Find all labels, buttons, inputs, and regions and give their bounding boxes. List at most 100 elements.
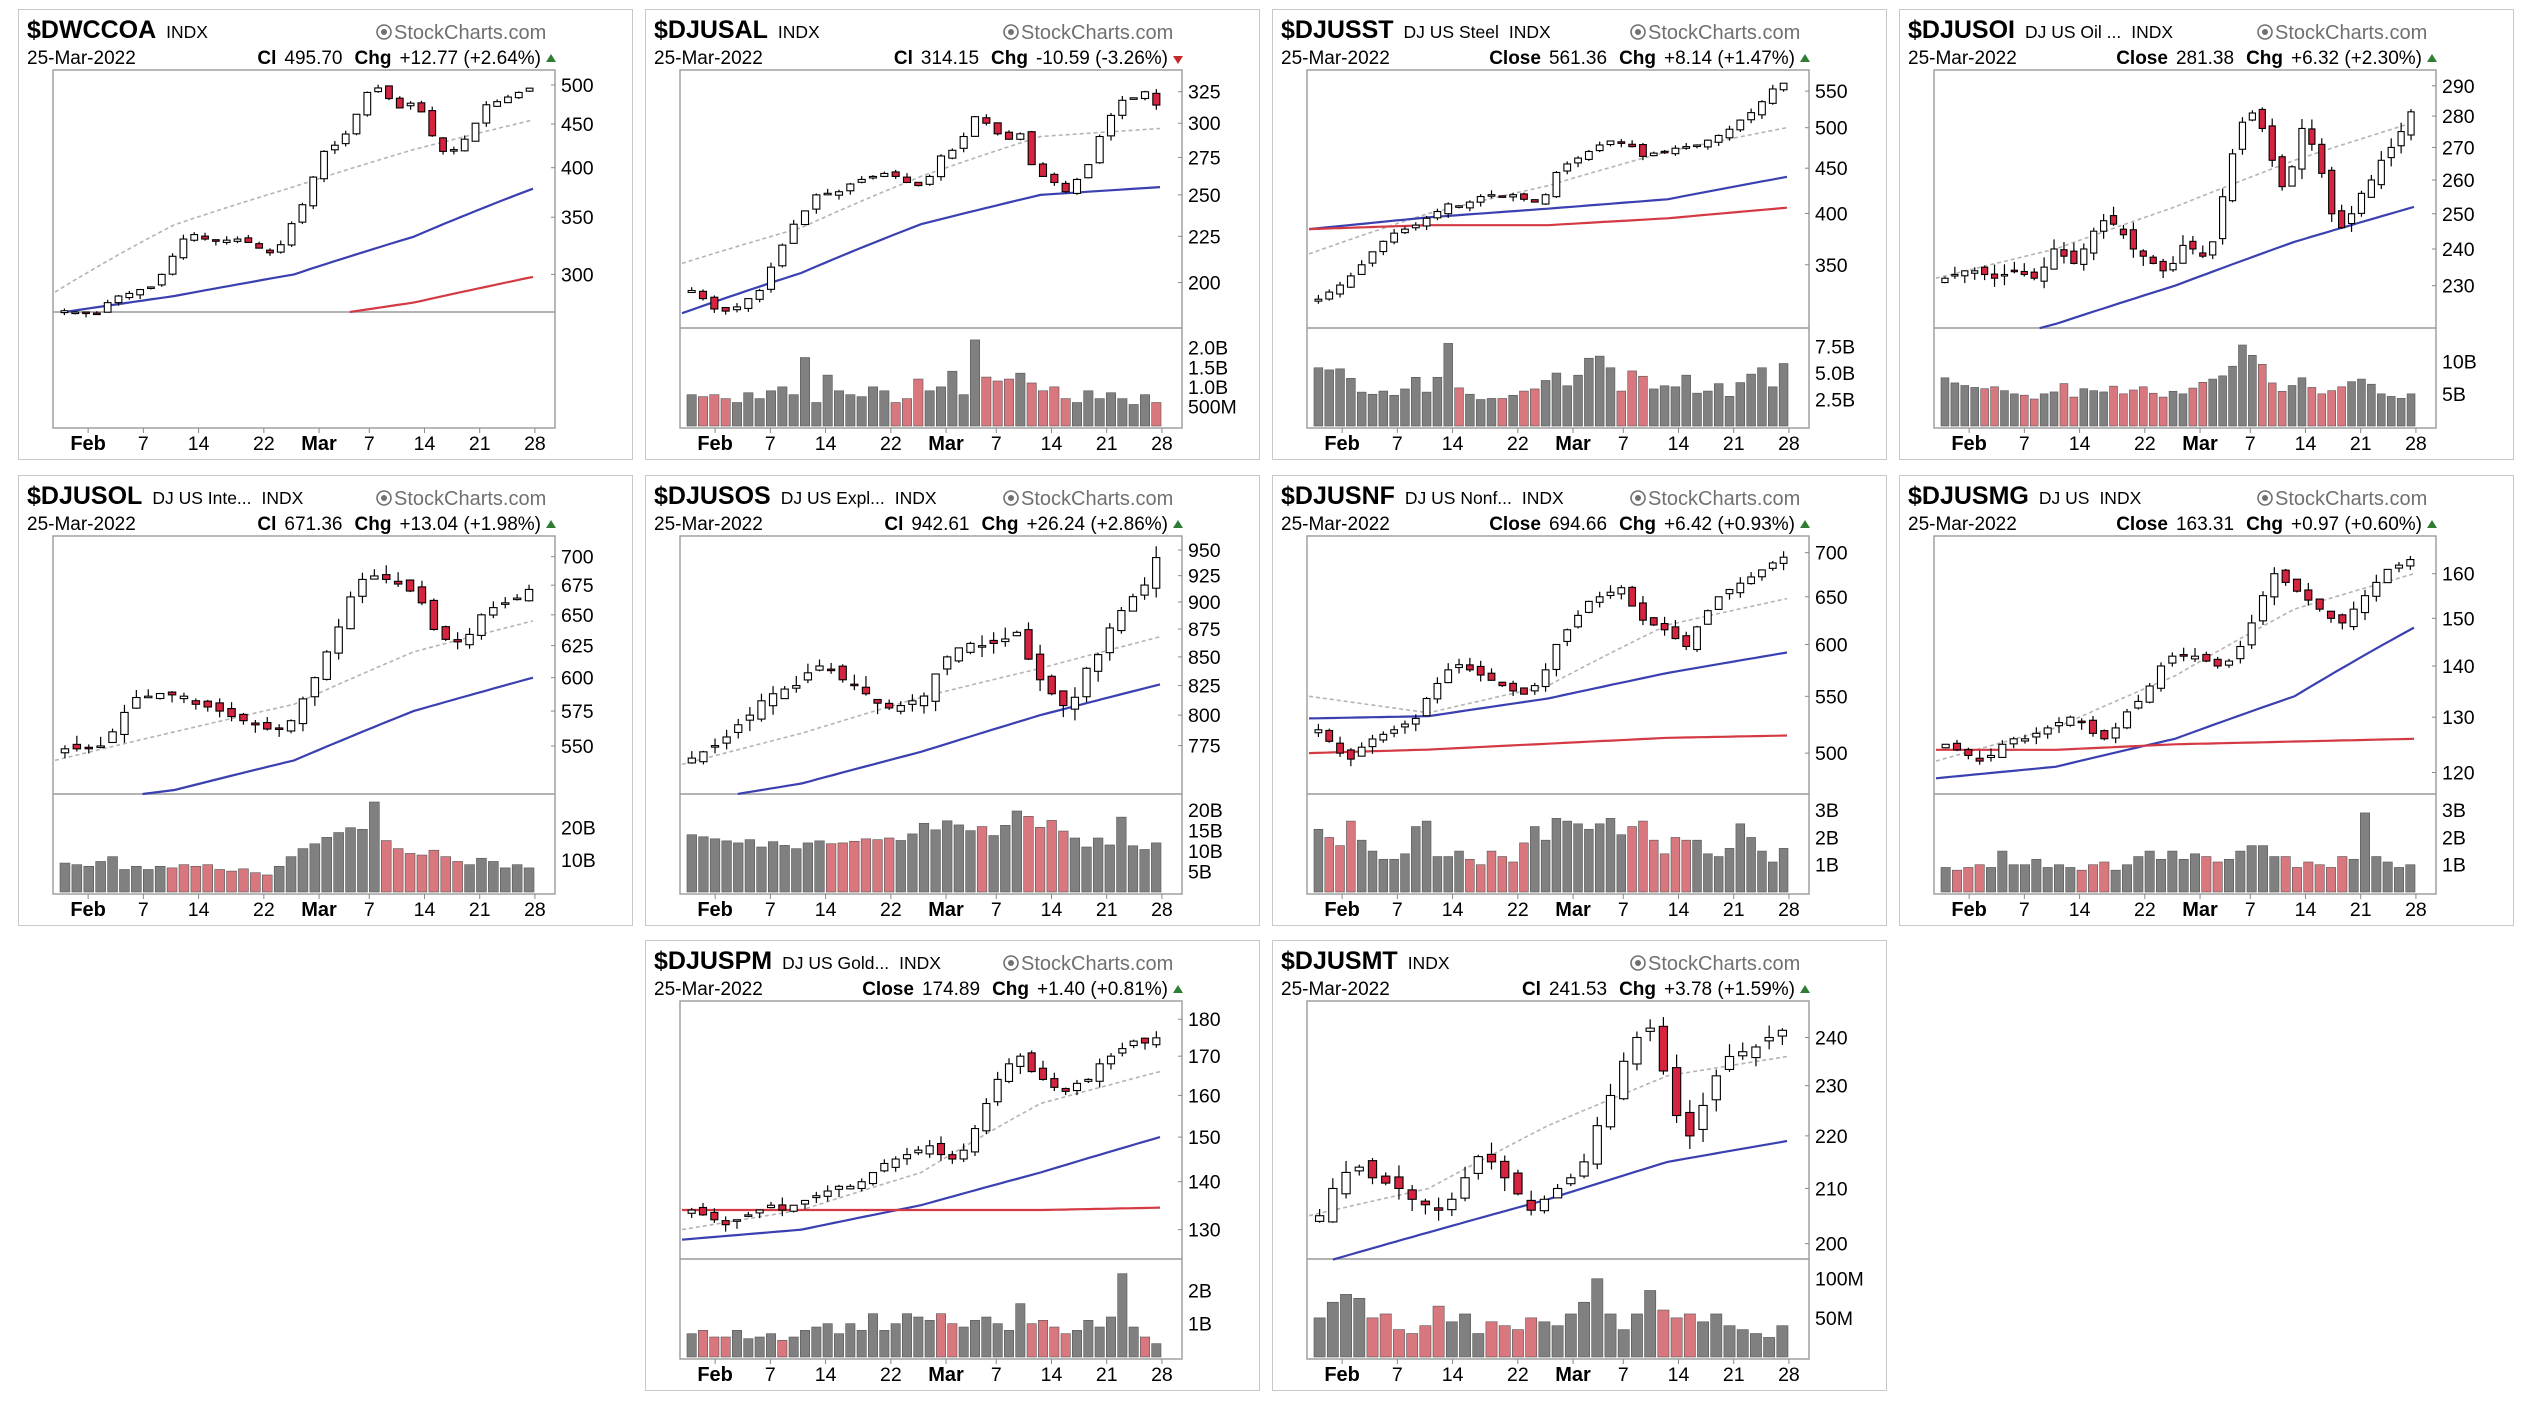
chart-panel[interactable]: $DWCCOA INDX StockCharts.com 25-Mar-2022 Cl 4… [18, 9, 633, 460]
candle [1314, 1208, 1325, 1223]
candle-body [1379, 733, 1388, 741]
candle-body [1619, 1060, 1629, 1100]
candle-body [2030, 271, 2038, 279]
candle [850, 674, 859, 691]
candle [1639, 595, 1647, 626]
x-tick-label: 28 [1151, 899, 1173, 921]
candle-body [803, 672, 813, 681]
candle-body [2010, 269, 2018, 273]
volume-bar [1670, 837, 1681, 893]
volume-bar [1353, 1298, 1366, 1358]
candle-body [1379, 240, 1388, 253]
volume-bar [119, 869, 130, 893]
x-tick-label: 7 [1618, 1364, 1629, 1386]
candle [1498, 681, 1507, 687]
candle [1952, 739, 1962, 752]
change-label: Chg [355, 514, 392, 535]
volume-bar [416, 854, 428, 893]
up-arrow-icon [1800, 985, 1810, 993]
chart-panel[interactable]: $DJUSOI DJ US Oil ... INDX StockCharts.com 2… [1899, 9, 2514, 460]
x-tick-label: 21 [1096, 899, 1118, 921]
stockcharts-logo: StockCharts.com [1003, 22, 1173, 44]
chart-exchange: INDX [2099, 488, 2141, 508]
x-tick-label: 28 [524, 433, 546, 455]
chart-panel[interactable]: $DJUSOL DJ US Inte... INDX StockCharts.com 2… [18, 475, 633, 926]
candle-body [699, 751, 708, 763]
candle-body [227, 708, 236, 718]
candle [298, 696, 308, 732]
candle-body [1768, 88, 1777, 104]
candle-body [382, 574, 391, 580]
candle-body [925, 175, 934, 185]
volume-bar [732, 1330, 742, 1358]
chart-svg: $DJUSOS DJ US Expl... INDX StockCharts.com2… [654, 482, 1223, 921]
candle [1411, 222, 1420, 231]
candle [1354, 1164, 1364, 1176]
volume-bar [1763, 1337, 1776, 1358]
volume-bar [814, 840, 825, 893]
candle-body [1422, 217, 1431, 227]
candle-body [1541, 194, 1550, 205]
volume-bar [1094, 398, 1105, 427]
x-tick-label: 14 [188, 899, 210, 921]
volume-bar [1151, 1343, 1162, 1358]
chart-panel[interactable]: $DJUSMG DJ US INDX StockCharts.com 25-Mar-20… [1899, 475, 2514, 926]
candle-body [1093, 654, 1103, 672]
candle [1639, 143, 1647, 161]
volume-bar [1940, 377, 1950, 427]
candle [405, 579, 415, 593]
candle [792, 675, 801, 693]
candle [936, 1136, 946, 1161]
candle-body [1520, 193, 1528, 200]
x-tick-label: 7 [2019, 899, 2030, 921]
chart-panel[interactable]: $DJUSAL INDX StockCharts.com 25-Mar-2022 Cl 3… [645, 9, 1260, 460]
change-label: Chg [2246, 514, 2283, 535]
volume-bar [1508, 861, 1518, 893]
candle [970, 1124, 980, 1156]
volume-bar [826, 843, 837, 893]
candle-body [1703, 610, 1712, 625]
candle [757, 693, 766, 722]
candle-body [931, 673, 940, 702]
change-label: Chg [982, 514, 1019, 535]
chart-panel[interactable]: $DJUSOS DJ US Expl... INDX StockCharts.com 2… [645, 475, 1260, 926]
volume-tick-label: 10B [1188, 841, 1223, 863]
volume-bar [1046, 820, 1057, 893]
candle [251, 720, 260, 733]
chart-svg: $DJUSMG DJ US INDX StockCharts.com25-Mar-20… [1908, 482, 2475, 921]
candle-body [330, 144, 339, 151]
chart-panel[interactable]: $DJUSNF DJ US Nonf... INDX StockCharts.com 2… [1272, 475, 1887, 926]
candle [2202, 651, 2211, 663]
candle [826, 662, 836, 674]
volume-bar [1970, 387, 1979, 427]
candle [1117, 606, 1126, 634]
candle [1487, 668, 1496, 681]
candle [1698, 1092, 1708, 1143]
candle [734, 718, 743, 739]
candle [982, 114, 991, 126]
candle-body [1027, 1052, 1036, 1073]
chart-panel[interactable]: $DJUSMT INDX StockCharts.com 25-Mar-2022 Cl 2… [1272, 940, 1887, 1391]
candle [1595, 591, 1604, 608]
candle [891, 169, 900, 179]
y-tick-label: 250 [1188, 185, 1221, 207]
volume-bar [1421, 820, 1432, 893]
x-tick-label: 7 [765, 1364, 776, 1386]
volume-bar [1367, 850, 1378, 893]
candle-body [1671, 626, 1680, 640]
candle-body [471, 122, 480, 142]
chart-date: 25-Mar-2022 [1281, 48, 1390, 69]
chart-name: DJ US Nonf... [1405, 488, 1512, 508]
chart-quote: Close 163.31 Chg +0.97 (+0.60%) [2116, 514, 2422, 535]
candle [92, 311, 101, 316]
chart-panel[interactable]: $DJUSPM DJ US Gold... INDX StockCharts.com 2… [645, 940, 1260, 1391]
volume-bar [2208, 378, 2217, 427]
candle [1095, 134, 1104, 164]
candle [286, 719, 296, 734]
volume-bar [1443, 343, 1453, 427]
candle-body [1736, 119, 1745, 131]
chart-quote: Cl 942.61 Chg +26.24 (+2.86%) [884, 514, 1168, 535]
candle-body [850, 683, 859, 687]
chart-panel[interactable]: $DJUSST DJ US Steel INDX StockCharts.com 25-… [1272, 9, 1887, 460]
chart-name: DJ US Expl... [781, 488, 885, 508]
